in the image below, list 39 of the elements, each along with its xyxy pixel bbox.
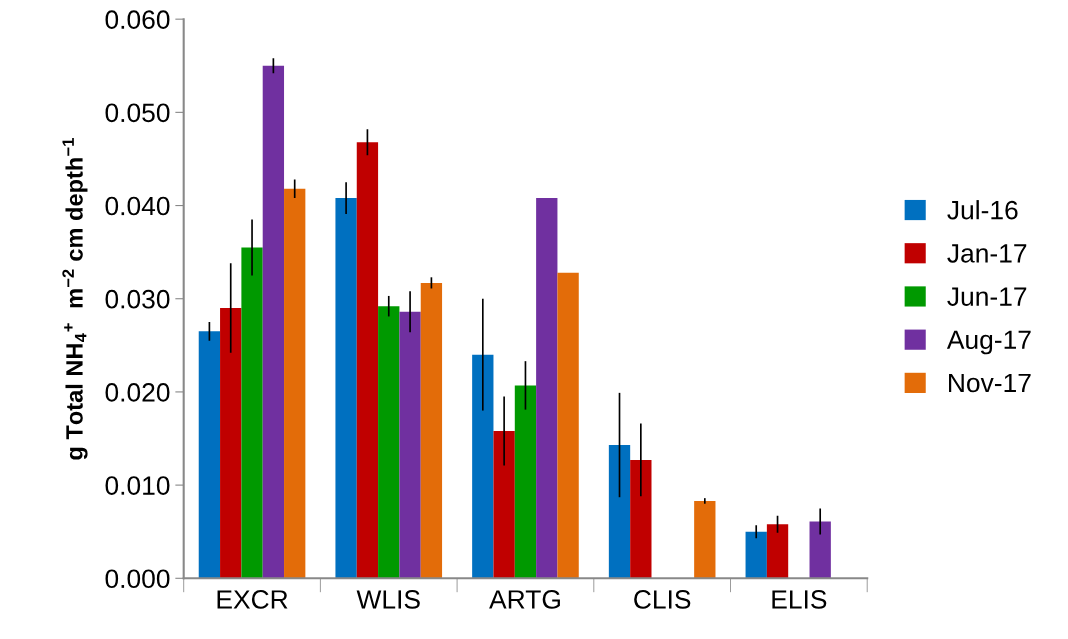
bar — [335, 198, 357, 579]
y-tick-label: 0.010 — [105, 476, 170, 495]
legend-label: Jun-17 — [947, 287, 1027, 306]
bar — [493, 431, 515, 579]
legend-label: Jan-17 — [947, 244, 1027, 263]
bar — [420, 282, 443, 579]
bar — [809, 521, 831, 579]
bar — [608, 445, 631, 579]
y-tick-label: 0.000 — [105, 569, 170, 589]
x-tick-label: CLIS — [634, 590, 691, 609]
bar — [220, 308, 242, 579]
legend-label: Nov-17 — [949, 373, 1031, 393]
y-tick-label: 0.060 — [105, 10, 170, 29]
y-tick-label: 0.020 — [105, 383, 170, 402]
bar — [557, 272, 579, 579]
y-tick-label: 0.050 — [105, 103, 170, 123]
legend-label: Jul-16 — [947, 200, 1018, 220]
bar — [694, 500, 716, 579]
y-axis-title: g Total NH$_{4}$$^{+}$ m$^{−2}$ cm depth$^{−1}$ — [62, 138, 88, 460]
y-tick-label: 0.040 — [105, 196, 170, 216]
bar — [284, 188, 306, 579]
bar — [514, 385, 537, 579]
bar — [399, 311, 421, 579]
bar — [536, 198, 558, 579]
bar — [356, 142, 379, 579]
x-tick-label: EXCR — [217, 590, 288, 609]
bar — [262, 65, 285, 579]
y-tick-label: 0.030 — [105, 289, 170, 309]
bar — [630, 459, 652, 579]
bar — [241, 247, 263, 579]
x-tick-label: ELIS — [772, 590, 827, 609]
bar — [472, 354, 494, 579]
bar — [378, 306, 400, 579]
bar — [198, 331, 221, 579]
legend-label: Aug-17 — [946, 330, 1031, 355]
x-tick-label: WLIS — [356, 590, 420, 609]
bar — [766, 524, 789, 579]
x-tick-label: ARTG — [489, 590, 560, 609]
bar — [745, 531, 767, 579]
